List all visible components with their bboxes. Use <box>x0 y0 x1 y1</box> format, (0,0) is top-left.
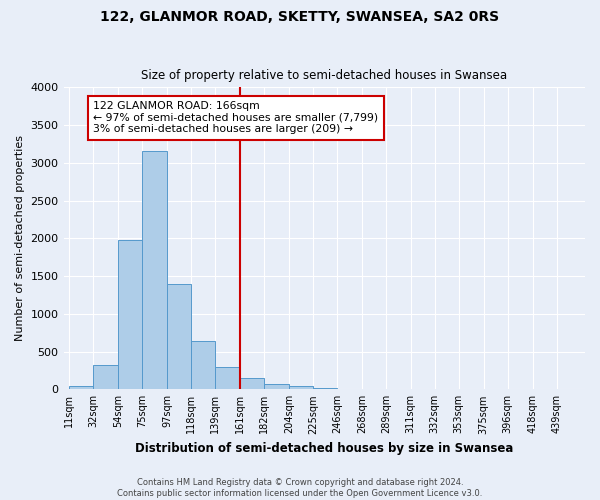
Bar <box>289 386 313 390</box>
X-axis label: Distribution of semi-detached houses by size in Swansea: Distribution of semi-detached houses by … <box>135 442 514 455</box>
Bar <box>191 341 215 390</box>
Text: 122, GLANMOR ROAD, SKETTY, SWANSEA, SA2 0RS: 122, GLANMOR ROAD, SKETTY, SWANSEA, SA2 … <box>100 10 500 24</box>
Title: Size of property relative to semi-detached houses in Swansea: Size of property relative to semi-detach… <box>141 69 508 82</box>
Bar <box>167 284 191 390</box>
Bar <box>337 388 362 390</box>
Text: 122 GLANMOR ROAD: 166sqm
← 97% of semi-detached houses are smaller (7,799)
3% of: 122 GLANMOR ROAD: 166sqm ← 97% of semi-d… <box>93 101 378 134</box>
Y-axis label: Number of semi-detached properties: Number of semi-detached properties <box>15 136 25 342</box>
Bar <box>69 386 93 390</box>
Bar <box>313 388 337 390</box>
Bar <box>118 240 142 390</box>
Bar <box>215 366 240 390</box>
Text: Contains HM Land Registry data © Crown copyright and database right 2024.
Contai: Contains HM Land Registry data © Crown c… <box>118 478 482 498</box>
Bar <box>264 384 289 390</box>
Bar <box>240 378 264 390</box>
Bar <box>142 150 167 390</box>
Bar <box>93 365 118 390</box>
